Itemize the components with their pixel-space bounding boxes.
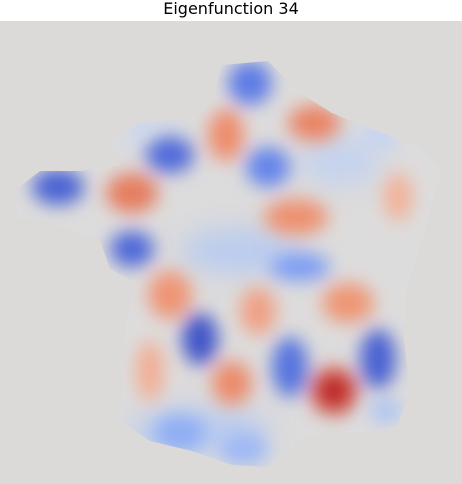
- blob-positive-peak: [322, 379, 346, 403]
- blob-negative: [146, 137, 194, 173]
- blob-negative: [270, 253, 330, 281]
- heatmap-canvas: [0, 21, 462, 484]
- blob-faint: [154, 415, 206, 451]
- blob-negative: [110, 231, 154, 267]
- blob-positive: [208, 109, 244, 161]
- blob-layer: [32, 61, 412, 465]
- blob-positive: [384, 173, 412, 221]
- figure-title: Eigenfunction 34: [163, 0, 299, 18]
- blob-positive: [322, 283, 374, 323]
- blob-negative: [182, 313, 218, 365]
- halo-northeast: [300, 137, 380, 185]
- blob-negative: [32, 169, 84, 205]
- blob-positive: [148, 271, 192, 319]
- blob-positive: [240, 287, 276, 335]
- halo-center: [180, 229, 300, 273]
- blob-positive: [212, 361, 252, 405]
- blob-negative: [272, 337, 308, 397]
- blob-negative: [246, 147, 290, 187]
- blob-positive: [264, 199, 328, 235]
- blob-positive: [136, 341, 164, 401]
- blob-faint: [370, 399, 402, 423]
- blob-positive: [106, 173, 158, 213]
- blob-faint: [220, 433, 268, 465]
- blob-negative: [360, 329, 396, 389]
- blob-positive: [288, 105, 340, 141]
- heatmap-plot-area: [0, 21, 462, 484]
- blob-negative: [228, 61, 272, 105]
